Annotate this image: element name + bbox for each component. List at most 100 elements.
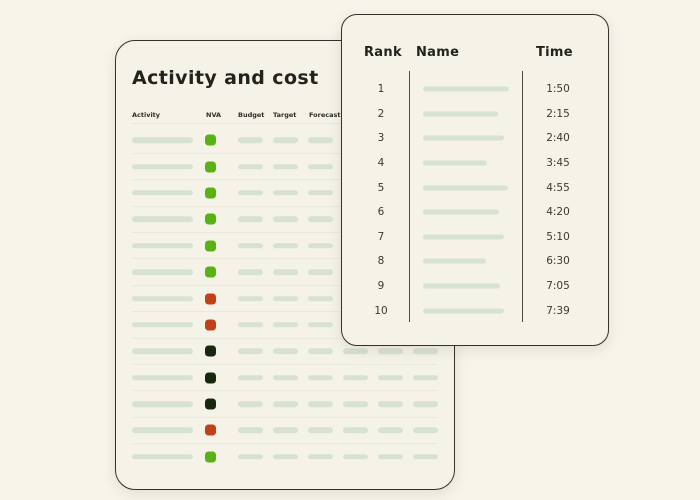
metric-placeholder-bar bbox=[238, 295, 263, 302]
metric-placeholder-bar bbox=[238, 190, 263, 196]
time-value: 7:05 bbox=[546, 280, 570, 293]
metric-placeholder-bar bbox=[273, 295, 298, 302]
name-placeholder-bar bbox=[423, 185, 508, 191]
metric-placeholder-bar bbox=[238, 454, 263, 460]
metric-placeholder-bar bbox=[238, 348, 263, 355]
metric-placeholder-bar bbox=[308, 243, 333, 249]
leaderboard-card: Rank Name Time 1 1:50 2 2:15 3 2:40 4 3:… bbox=[341, 14, 609, 346]
metric-placeholder-bar bbox=[273, 401, 298, 407]
column-divider-line bbox=[409, 71, 411, 322]
rank-value: 1 bbox=[377, 83, 385, 96]
time-value: 3:45 bbox=[546, 157, 570, 170]
column-header-forecast: Forecast bbox=[309, 111, 341, 119]
metric-placeholder-bar bbox=[308, 427, 333, 434]
activity-placeholder-bar bbox=[132, 427, 193, 434]
activity-placeholder-bar bbox=[132, 295, 193, 302]
table-row: 2 2:15 bbox=[342, 102, 608, 127]
activity-placeholder-bar bbox=[132, 269, 193, 275]
time-value: 6:30 bbox=[546, 255, 570, 268]
time-value: 2:40 bbox=[546, 132, 570, 145]
time-value: 2:15 bbox=[546, 107, 570, 120]
metric-placeholder-bar bbox=[273, 374, 298, 381]
column-divider-line bbox=[522, 71, 524, 322]
status-dot bbox=[205, 345, 216, 357]
metric-placeholder-bar bbox=[238, 322, 263, 328]
metric-placeholder-bar bbox=[238, 243, 263, 249]
metric-placeholder-bar bbox=[343, 348, 368, 355]
metric-placeholder-bar bbox=[308, 216, 333, 223]
column-header-name: Name bbox=[416, 45, 460, 60]
activity-placeholder-bar bbox=[132, 137, 193, 143]
rank-value: 5 bbox=[377, 181, 385, 194]
activity-rows bbox=[116, 127, 454, 470]
header-divider-line bbox=[132, 123, 438, 124]
status-dot bbox=[205, 266, 216, 278]
metric-placeholder-bar bbox=[413, 427, 438, 434]
metric-placeholder-bar bbox=[308, 137, 333, 143]
column-header-nva: NVA bbox=[206, 111, 222, 119]
metric-placeholder-bar bbox=[238, 163, 263, 170]
rank-value: 8 bbox=[377, 255, 385, 268]
leaderboard-rows: 1 1:50 2 2:15 3 2:40 4 3:45 5 4:55 6 4:2… bbox=[342, 77, 608, 323]
time-value: 5:10 bbox=[546, 230, 570, 243]
metric-placeholder-bar bbox=[308, 295, 333, 302]
rank-value: 2 bbox=[377, 107, 385, 120]
metric-placeholder-bar bbox=[413, 454, 438, 460]
rank-value: 9 bbox=[377, 280, 385, 293]
status-dot bbox=[205, 293, 216, 305]
time-value: 7:39 bbox=[546, 304, 570, 317]
column-header-rank: Rank bbox=[364, 45, 402, 60]
metric-placeholder-bar bbox=[308, 322, 333, 328]
activity-placeholder-bar bbox=[132, 322, 193, 328]
metric-placeholder-bar bbox=[238, 216, 263, 223]
table-row: 5 4:55 bbox=[342, 175, 608, 200]
metric-placeholder-bar bbox=[308, 374, 333, 381]
metric-placeholder-bar bbox=[343, 454, 368, 460]
status-dot bbox=[205, 372, 216, 384]
activity-placeholder-bar bbox=[132, 243, 193, 249]
table-row: 9 7:05 bbox=[342, 274, 608, 299]
name-placeholder-bar bbox=[423, 283, 500, 289]
column-header-budget: Budget bbox=[238, 111, 265, 119]
activity-placeholder-bar bbox=[132, 190, 193, 196]
rank-value: 3 bbox=[377, 132, 385, 145]
name-placeholder-bar bbox=[423, 308, 504, 314]
status-dot bbox=[205, 240, 216, 252]
metric-placeholder-bar bbox=[378, 401, 403, 407]
rank-value: 4 bbox=[377, 157, 385, 170]
metric-placeholder-bar bbox=[413, 348, 438, 355]
table-row bbox=[116, 416, 454, 443]
column-header-activity: Activity bbox=[132, 111, 161, 119]
metric-placeholder-bar bbox=[343, 374, 368, 381]
metric-placeholder-bar bbox=[308, 190, 333, 196]
name-placeholder-bar bbox=[423, 86, 509, 92]
activity-placeholder-bar bbox=[132, 348, 193, 355]
name-placeholder-bar bbox=[423, 111, 498, 117]
metric-placeholder-bar bbox=[273, 454, 298, 460]
time-value: 4:20 bbox=[546, 206, 570, 219]
activity-placeholder-bar bbox=[132, 401, 193, 407]
metric-placeholder-bar bbox=[378, 427, 403, 434]
metric-placeholder-bar bbox=[238, 374, 263, 381]
table-row bbox=[116, 337, 454, 364]
rank-value: 6 bbox=[377, 206, 385, 219]
metric-placeholder-bar bbox=[238, 137, 263, 143]
metric-placeholder-bar bbox=[273, 427, 298, 434]
name-placeholder-bar bbox=[423, 258, 486, 264]
metric-placeholder-bar bbox=[308, 163, 333, 170]
metric-placeholder-bar bbox=[378, 374, 403, 381]
status-dot bbox=[205, 424, 216, 436]
metric-placeholder-bar bbox=[308, 401, 333, 407]
metric-placeholder-bar bbox=[308, 454, 333, 460]
column-header-target: Target bbox=[273, 111, 297, 119]
metric-placeholder-bar bbox=[273, 348, 298, 355]
table-row bbox=[116, 390, 454, 417]
table-row: 4 3:45 bbox=[342, 151, 608, 176]
card-title: Activity and cost bbox=[132, 67, 319, 89]
metric-placeholder-bar bbox=[413, 401, 438, 407]
table-row: 6 4:20 bbox=[342, 200, 608, 225]
status-dot bbox=[205, 319, 216, 331]
metric-placeholder-bar bbox=[238, 401, 263, 407]
metric-placeholder-bar bbox=[308, 348, 333, 355]
table-row: 8 6:30 bbox=[342, 249, 608, 274]
